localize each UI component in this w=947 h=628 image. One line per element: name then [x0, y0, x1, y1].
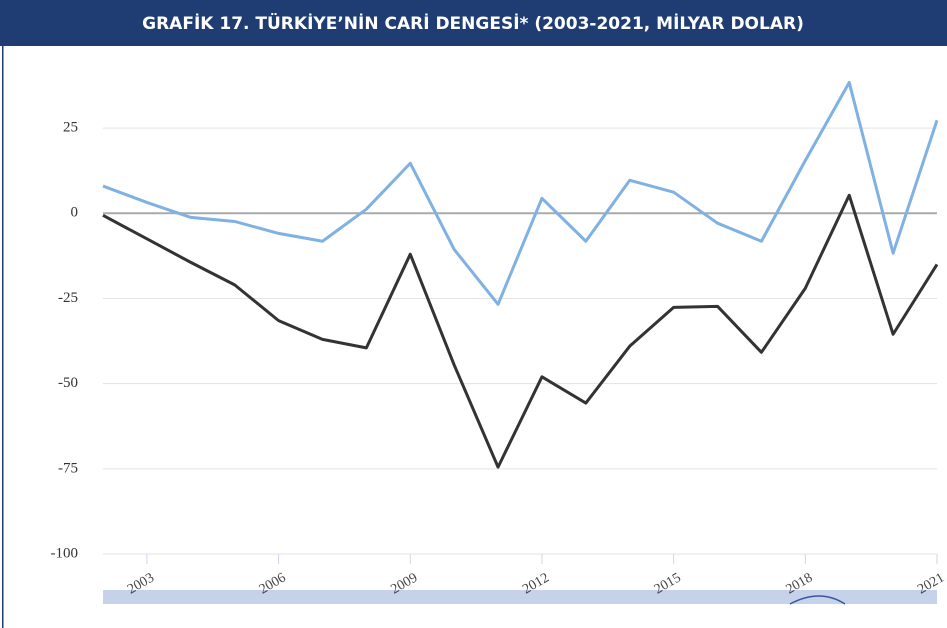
title-band: [0, 0, 947, 46]
y-tick-label: -50: [58, 375, 78, 391]
y-tick-label: -75: [58, 460, 78, 476]
data-line: [102, 80, 939, 306]
y-tick-label: 25: [63, 120, 78, 136]
navigator-line: [789, 595, 846, 605]
y-tick-label: -25: [58, 290, 78, 306]
frame: [2, 46, 4, 628]
navigator: [103, 590, 937, 604]
data-line: [102, 193, 939, 469]
chart-title: GRAFİK 17. TÜRKİYE’NİN CARİ DENGESİ* (20…: [142, 12, 804, 34]
y-tick-label: 0: [71, 205, 79, 221]
y-tick-label: -100: [51, 545, 79, 561]
